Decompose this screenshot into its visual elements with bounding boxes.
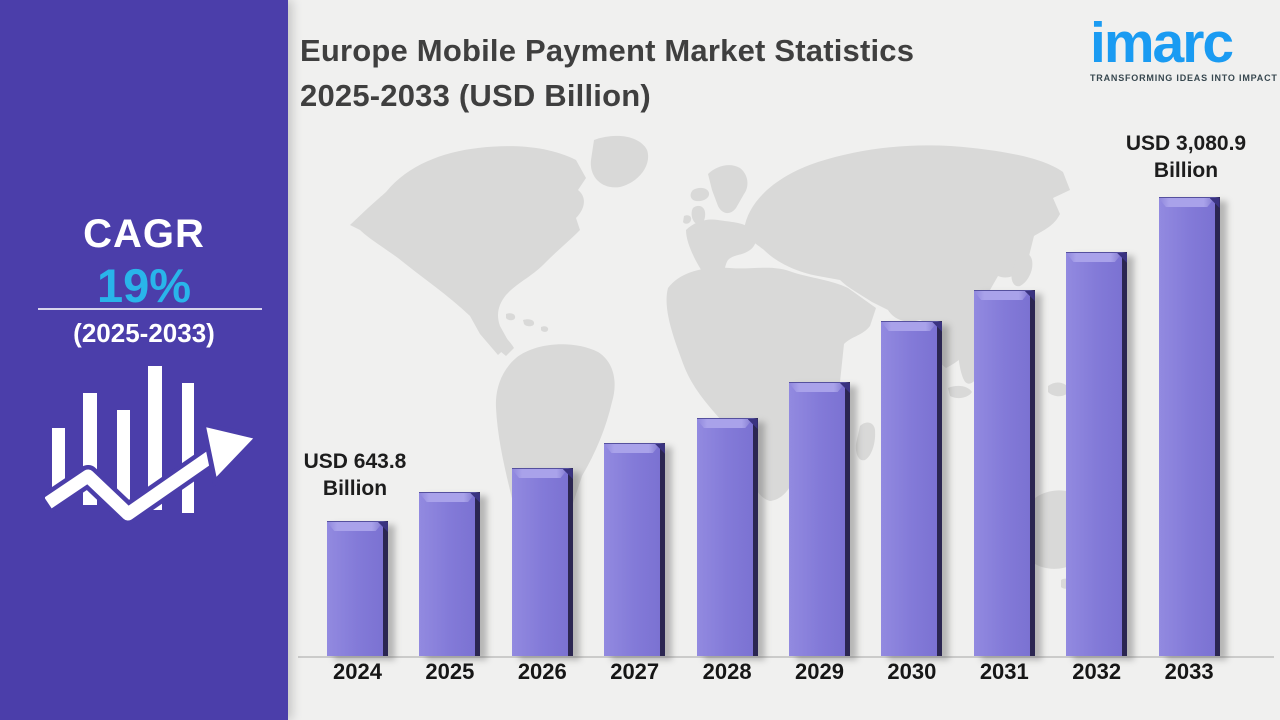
bar-2027: [604, 443, 666, 656]
bar-2031: [973, 290, 1035, 656]
chart-baseline: [298, 656, 1274, 658]
cagr-divider: [38, 308, 262, 310]
year-label-2026: 2026: [517, 659, 567, 684]
value-label-2024: USD 643.8 Billion: [303, 450, 407, 500]
bar-2025: [419, 492, 481, 656]
year-label-2032: 2032: [1072, 659, 1122, 684]
bars-layer: 2024 2025 2026 2027 2028 2029 2030 2031 2032 2033: [288, 0, 1280, 720]
chart-panel: Europe Mobile Payment Market Statistics 2…: [288, 0, 1280, 720]
chart-title: Europe Mobile Payment Market Statistics 2…: [300, 28, 1080, 118]
year-label-2031: 2031: [979, 659, 1029, 684]
year-label-2029: 2029: [795, 659, 844, 684]
bar-2029: [789, 382, 850, 656]
value-label-2033: USD 3,080.9 Billion: [1125, 132, 1247, 182]
cagr-value: 19%: [96, 259, 192, 312]
year-label-2024: 2024: [333, 659, 382, 684]
imarc-logo: imarc TRANSFORMING IDEAS INTO IMPACT: [1090, 11, 1278, 83]
chart-title-line2: 2025-2033 (USD Billion): [300, 78, 651, 113]
imarc-logo-wordmark: imarc: [1090, 11, 1234, 75]
year-label-2033: 2033: [1164, 659, 1214, 684]
year-label-2028: 2028: [702, 659, 752, 684]
year-label-2025: 2025: [425, 659, 475, 684]
sidebar: CAGR 19% (2025-2033): [0, 0, 288, 720]
year-label-2027: 2027: [610, 659, 660, 684]
bar-2030: [881, 321, 943, 656]
growth-chart-arrow-icon: [45, 366, 260, 525]
cagr-label: CAGR: [83, 212, 205, 256]
bar-2028: [696, 418, 758, 656]
bar-2024: [327, 521, 388, 656]
chart-title-line1: Europe Mobile Payment Market Statistics: [300, 33, 915, 68]
year-label-2030: 2030: [887, 659, 937, 684]
bar-2026: [511, 468, 573, 656]
bar-2032: [1066, 252, 1128, 656]
imarc-logo-tagline: TRANSFORMING IDEAS INTO IMPACT: [1090, 73, 1278, 83]
cagr-period: (2025-2033): [73, 318, 215, 348]
bar-2033: [1158, 197, 1220, 656]
